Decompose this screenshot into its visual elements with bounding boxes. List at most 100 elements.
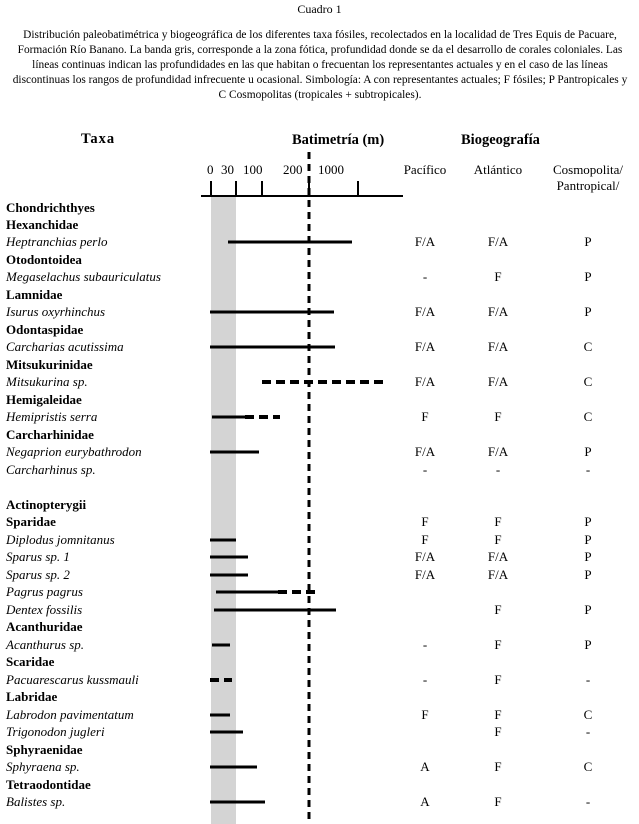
tick-label-1000: 1000 — [318, 162, 344, 177]
taxon-species: Trigonodon jugleri — [6, 724, 105, 739]
atlantic-cell: F — [494, 724, 502, 739]
bathymetry-header: Batimetría (m) — [292, 132, 385, 148]
pacific-cell: F/A — [414, 234, 436, 249]
taxon-family: Odontaspidae — [6, 322, 84, 337]
pacific-cell: - — [422, 672, 428, 687]
tick-label-0: 0 — [207, 162, 214, 177]
photic-zone-band — [211, 196, 236, 824]
tick-label-200: 200 — [283, 162, 303, 177]
atlantic-cell: F — [494, 759, 502, 774]
pacific-cell: F — [421, 409, 429, 424]
taxon-family: Carcharhinidae — [6, 427, 94, 442]
taxon-species: Sphyraena sp. — [6, 759, 80, 774]
taxon-species: Acanthurus sp. — [6, 637, 84, 652]
atlantic-cell: F/A — [487, 304, 509, 319]
taxon-species: Labrodon pavimentatum — [6, 707, 134, 722]
pacific-cell: F — [421, 707, 429, 722]
tick-label-30: 30 — [221, 162, 234, 177]
cosmopolitan-cell: C — [583, 707, 593, 722]
taxa-header: Taxa — [81, 131, 116, 147]
tick-label-100: 100 — [243, 162, 263, 177]
taxon-family: Hexanchidae — [6, 217, 79, 232]
taxon-species: Sparus sp. 1 — [6, 549, 70, 564]
atlantic-cell: F/A — [487, 339, 509, 354]
pacific-cell: F/A — [414, 549, 436, 564]
cosmopolitan-cell: P — [584, 567, 592, 582]
cosmopolitan-cell: P — [584, 602, 592, 617]
pacific-cell: - — [422, 269, 428, 284]
table-number: Cuadro 1 — [297, 2, 342, 16]
pacific-cell: F — [421, 532, 429, 547]
atlantic-cell: F/A — [487, 567, 509, 582]
cosmopolitan-cell: C — [583, 374, 593, 389]
taxon-family: Hemigaleidae — [6, 392, 82, 407]
atlantic-cell: - — [495, 462, 501, 477]
taxon-species: Carcharias acutissima — [6, 339, 124, 354]
taxon-species: Isurus oxyrhinchus — [6, 304, 106, 319]
atlantic-cell: F/A — [487, 374, 509, 389]
taxon-family: Lamnidae — [6, 287, 63, 302]
pacific-cell: F/A — [414, 567, 436, 582]
pacific-cell: A — [420, 794, 430, 809]
taxon-family: Tetraodontidae — [6, 777, 91, 792]
atlantic-cell: F — [494, 707, 502, 722]
table-caption: Distribución paleobatimétrica y biogeogr… — [12, 29, 628, 101]
atlantic-cell: F — [494, 602, 502, 617]
atlantic-cell: F — [494, 514, 502, 529]
atlantic-cell: F/A — [487, 234, 509, 249]
cosmopolitan-cell: P — [584, 234, 592, 249]
cosmopolitan-cell: P — [584, 637, 592, 652]
taxon-family: Labridae — [6, 689, 58, 704]
cosmopolitan-cell: P — [584, 549, 592, 564]
atlantic-cell: F/A — [487, 549, 509, 564]
cosmopolitan-cell: C — [583, 759, 593, 774]
cosmopolitan-cell: C — [583, 409, 593, 424]
taxon-species: Heptranchias perlo — [6, 234, 108, 249]
cosmopolitan-cell: - — [585, 672, 591, 687]
cosmopolitan-header: Cosmopolita/ Pantropical/ — [552, 162, 624, 193]
cosmopolitan-cell: C — [583, 339, 593, 354]
pacific-cell: - — [422, 462, 428, 477]
taxon-species: Hemipristis serra — [6, 409, 98, 424]
taxon-species: Pacuarescarus kussmauli — [6, 672, 139, 687]
taxon-group: Actinopterygii — [6, 497, 87, 512]
atlantic-cell: F — [494, 794, 502, 809]
taxon-family: Sparidae — [6, 514, 56, 529]
taxon-species: Dentex fossilis — [6, 602, 83, 617]
atlantic-cell: F/A — [487, 444, 509, 459]
taxon-family: Otodontoidea — [6, 252, 82, 267]
pacific-cell: F/A — [414, 339, 436, 354]
taxon-species: Balistes sp. — [6, 794, 66, 809]
taxon-species: Megaselachus subauriculatus — [6, 269, 161, 284]
pacific-cell: F — [421, 514, 429, 529]
cosmopolitan-cell: - — [585, 794, 591, 809]
atlantic-cell: F — [494, 532, 502, 547]
atlantic-cell: F — [494, 637, 502, 652]
taxon-species: Carcharhinus sp. — [6, 462, 96, 477]
atlantic-cell: F — [494, 672, 502, 687]
taxon-family: Sphyraenidae — [6, 742, 83, 757]
taxon-species: Diplodus jomnitanus — [6, 532, 115, 547]
taxon-species: Negaprion eurybathrodon — [6, 444, 142, 459]
cosmopolitan-cell: P — [584, 532, 592, 547]
taxon-group: Chondrichthyes — [6, 200, 95, 215]
pacific-cell: - — [422, 637, 428, 652]
atlantic-cell: F — [494, 269, 502, 284]
atlantic-cell: F — [494, 409, 502, 424]
cosmopolitan-cell: P — [584, 444, 592, 459]
cosmopolitan-cell: P — [584, 514, 592, 529]
pacific-cell: F/A — [414, 304, 436, 319]
cosmopolitan-cell: - — [585, 724, 591, 739]
pacific-cell: F/A — [414, 374, 436, 389]
taxon-species: Pagrus pagrus — [6, 584, 83, 599]
pacific-cell: A — [420, 759, 430, 774]
cosmopolitan-cell: P — [584, 269, 592, 284]
taxon-family: Mitsukurinidae — [6, 357, 93, 372]
atlantic-header: Atlántico — [473, 162, 523, 177]
taxon-species: Mitsukurina sp. — [6, 374, 88, 389]
pacific-cell: F/A — [414, 444, 436, 459]
cosmopolitan-cell: P — [584, 304, 592, 319]
biogeography-header: Biogeografía — [461, 132, 540, 148]
taxon-family: Acanthuridae — [6, 619, 83, 634]
